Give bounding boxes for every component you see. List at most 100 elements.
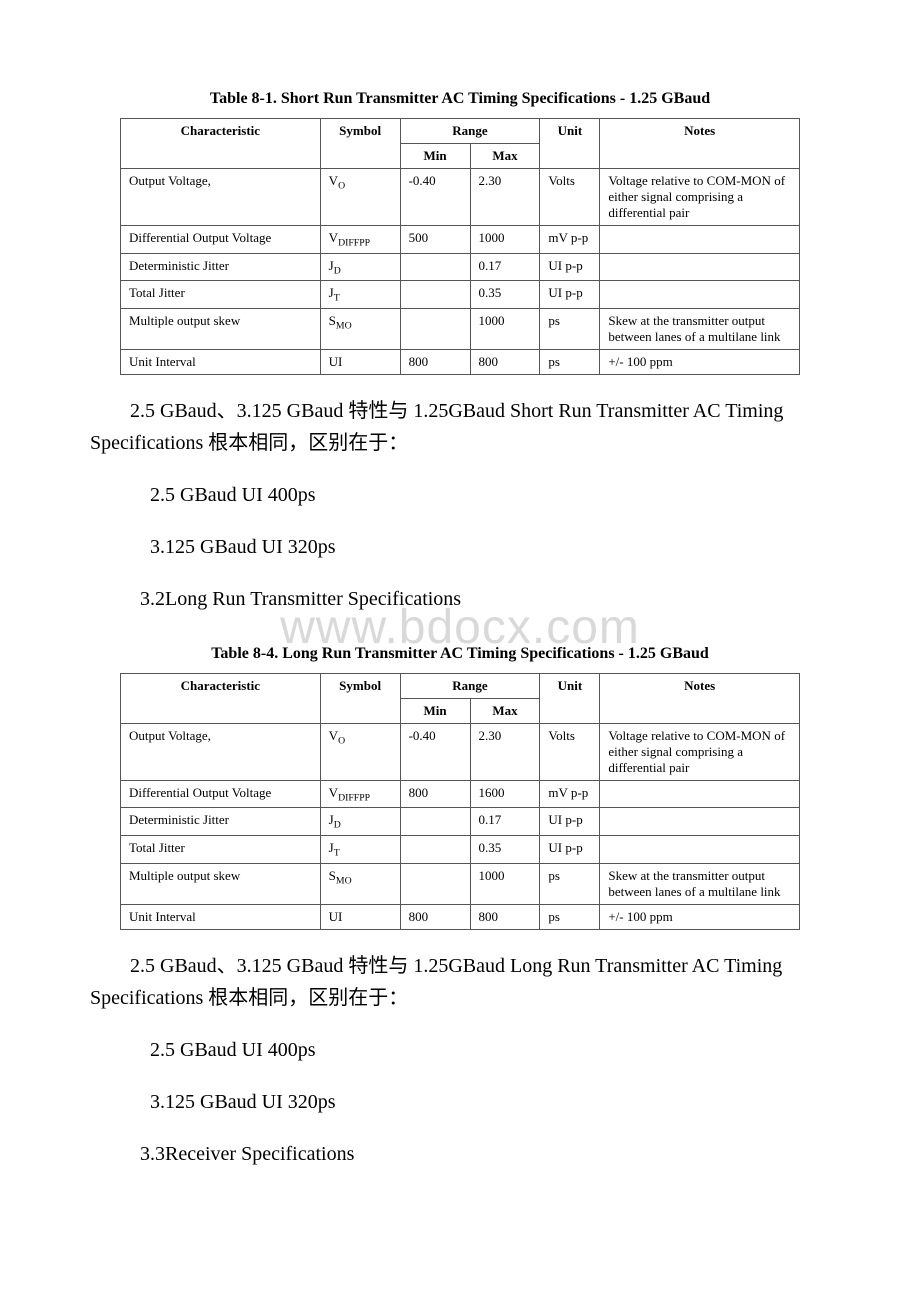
th-max: Max	[470, 144, 540, 169]
paragraph-2: 2.5 GBaud、3.125 GBaud 特性与 1.25GBaud Long…	[90, 950, 860, 1014]
cell-min	[400, 281, 470, 309]
cell-max: 1000	[470, 863, 540, 904]
cell-unit: UI p-p	[540, 808, 600, 836]
table2-head: Characteristic Symbol Range Unit Notes M…	[121, 673, 800, 723]
cell-min: 500	[400, 226, 470, 254]
cell-notes: Skew at the transmitter output between l…	[600, 308, 800, 349]
cell-min: -0.40	[400, 723, 470, 780]
cell-characteristic: Multiple output skew	[121, 308, 321, 349]
cell-max: 0.35	[470, 281, 540, 309]
cell-symbol: UI	[320, 349, 400, 374]
cell-unit: ps	[540, 863, 600, 904]
th-symbol: Symbol	[320, 673, 400, 723]
cell-min: 800	[400, 349, 470, 374]
table-row: Multiple output skewSMO 1000psSkew at the…	[121, 308, 800, 349]
cell-notes	[600, 281, 800, 309]
cell-notes	[600, 808, 800, 836]
cell-notes: Voltage relative to COM-MON of either si…	[600, 169, 800, 226]
cell-unit: ps	[540, 308, 600, 349]
cell-max: 800	[470, 904, 540, 929]
cell-characteristic: Deterministic Jitter	[121, 253, 321, 281]
cell-unit: ps	[540, 349, 600, 374]
cell-symbol: VDIFFPP	[320, 780, 400, 808]
table2-body: Output Voltage,VO-0.402.30VoltsVoltage r…	[121, 723, 800, 929]
cell-notes	[600, 780, 800, 808]
bullet-2b: 3.125 GBaud UI 320ps	[150, 1086, 860, 1118]
th-unit: Unit	[540, 673, 600, 723]
cell-symbol: SMO	[320, 863, 400, 904]
cell-characteristic: Deterministic Jitter	[121, 808, 321, 836]
table-row: Deterministic JitterJD 0.17UI p-p	[121, 808, 800, 836]
th-min: Min	[400, 698, 470, 723]
cell-notes: +/- 100 ppm	[600, 904, 800, 929]
bullet-2a: 2.5 GBaud UI 400ps	[150, 1034, 860, 1066]
table2: Characteristic Symbol Range Unit Notes M…	[120, 673, 800, 930]
th-max: Max	[470, 698, 540, 723]
cell-symbol: JD	[320, 808, 400, 836]
cell-max: 0.17	[470, 808, 540, 836]
table1-head: Characteristic Symbol Range Unit Notes M…	[121, 119, 800, 169]
cell-symbol: JD	[320, 253, 400, 281]
cell-symbol: JT	[320, 281, 400, 309]
paragraph-1: 2.5 GBaud、3.125 GBaud 特性与 1.25GBaud Shor…	[90, 395, 860, 459]
cell-min	[400, 308, 470, 349]
cell-symbol: SMO	[320, 308, 400, 349]
table-row: Multiple output skewSMO 1000psSkew at the…	[121, 863, 800, 904]
table1-caption: Table 8-1. Short Run Transmitter AC Timi…	[60, 90, 860, 108]
cell-max: 1000	[470, 308, 540, 349]
cell-max: 0.35	[470, 835, 540, 863]
table1-body: Output Voltage,VO-0.402.30VoltsVoltage r…	[121, 169, 800, 375]
bullet-1b: 3.125 GBaud UI 320ps	[150, 531, 860, 563]
cell-characteristic: Total Jitter	[121, 281, 321, 309]
th-unit: Unit	[540, 119, 600, 169]
th-range: Range	[400, 119, 540, 144]
table-row: Differential Output VoltageVDIFFPP800160…	[121, 780, 800, 808]
cell-min	[400, 253, 470, 281]
cell-unit: UI p-p	[540, 253, 600, 281]
cell-max: 2.30	[470, 723, 540, 780]
cell-symbol: VO	[320, 723, 400, 780]
cell-max: 0.17	[470, 253, 540, 281]
cell-unit: UI p-p	[540, 281, 600, 309]
cell-notes	[600, 253, 800, 281]
bullet-1a: 2.5 GBaud UI 400ps	[150, 479, 860, 511]
cell-unit: UI p-p	[540, 835, 600, 863]
cell-characteristic: Differential Output Voltage	[121, 226, 321, 254]
cell-notes: +/- 100 ppm	[600, 349, 800, 374]
cell-symbol: UI	[320, 904, 400, 929]
table-row: Differential Output VoltageVDIFFPP500100…	[121, 226, 800, 254]
cell-max: 2.30	[470, 169, 540, 226]
cell-notes: Skew at the transmitter output between l…	[600, 863, 800, 904]
cell-characteristic: Multiple output skew	[121, 863, 321, 904]
table-row: Output Voltage,VO-0.402.30VoltsVoltage r…	[121, 723, 800, 780]
table-row: Unit IntervalUI800800ps+/- 100 ppm	[121, 904, 800, 929]
table-row: Output Voltage,VO-0.402.30VoltsVoltage r…	[121, 169, 800, 226]
cell-max: 800	[470, 349, 540, 374]
cell-notes	[600, 226, 800, 254]
th-characteristic: Characteristic	[121, 673, 321, 723]
cell-characteristic: Unit Interval	[121, 349, 321, 374]
cell-max: 1600	[470, 780, 540, 808]
heading-3-3: 3.3Receiver Specifications	[140, 1138, 860, 1170]
table-row: Total JitterJT0.35UI p-p	[121, 835, 800, 863]
table2-caption: Table 8-4. Long Run Transmitter AC Timin…	[60, 645, 860, 663]
cell-min: 800	[400, 780, 470, 808]
cell-symbol: VO	[320, 169, 400, 226]
th-range: Range	[400, 673, 540, 698]
cell-unit: Volts	[540, 723, 600, 780]
cell-unit: mV p-p	[540, 226, 600, 254]
table-row: Unit IntervalUI800800ps+/- 100 ppm	[121, 349, 800, 374]
th-characteristic: Characteristic	[121, 119, 321, 169]
cell-unit: Volts	[540, 169, 600, 226]
cell-min: -0.40	[400, 169, 470, 226]
cell-min	[400, 808, 470, 836]
cell-unit: ps	[540, 904, 600, 929]
th-notes: Notes	[600, 673, 800, 723]
th-symbol: Symbol	[320, 119, 400, 169]
cell-min: 800	[400, 904, 470, 929]
heading-3-2: 3.2Long Run Transmitter Specifications	[140, 583, 860, 615]
cell-min	[400, 835, 470, 863]
cell-characteristic: Output Voltage,	[121, 169, 321, 226]
cell-characteristic: Unit Interval	[121, 904, 321, 929]
cell-max: 1000	[470, 226, 540, 254]
